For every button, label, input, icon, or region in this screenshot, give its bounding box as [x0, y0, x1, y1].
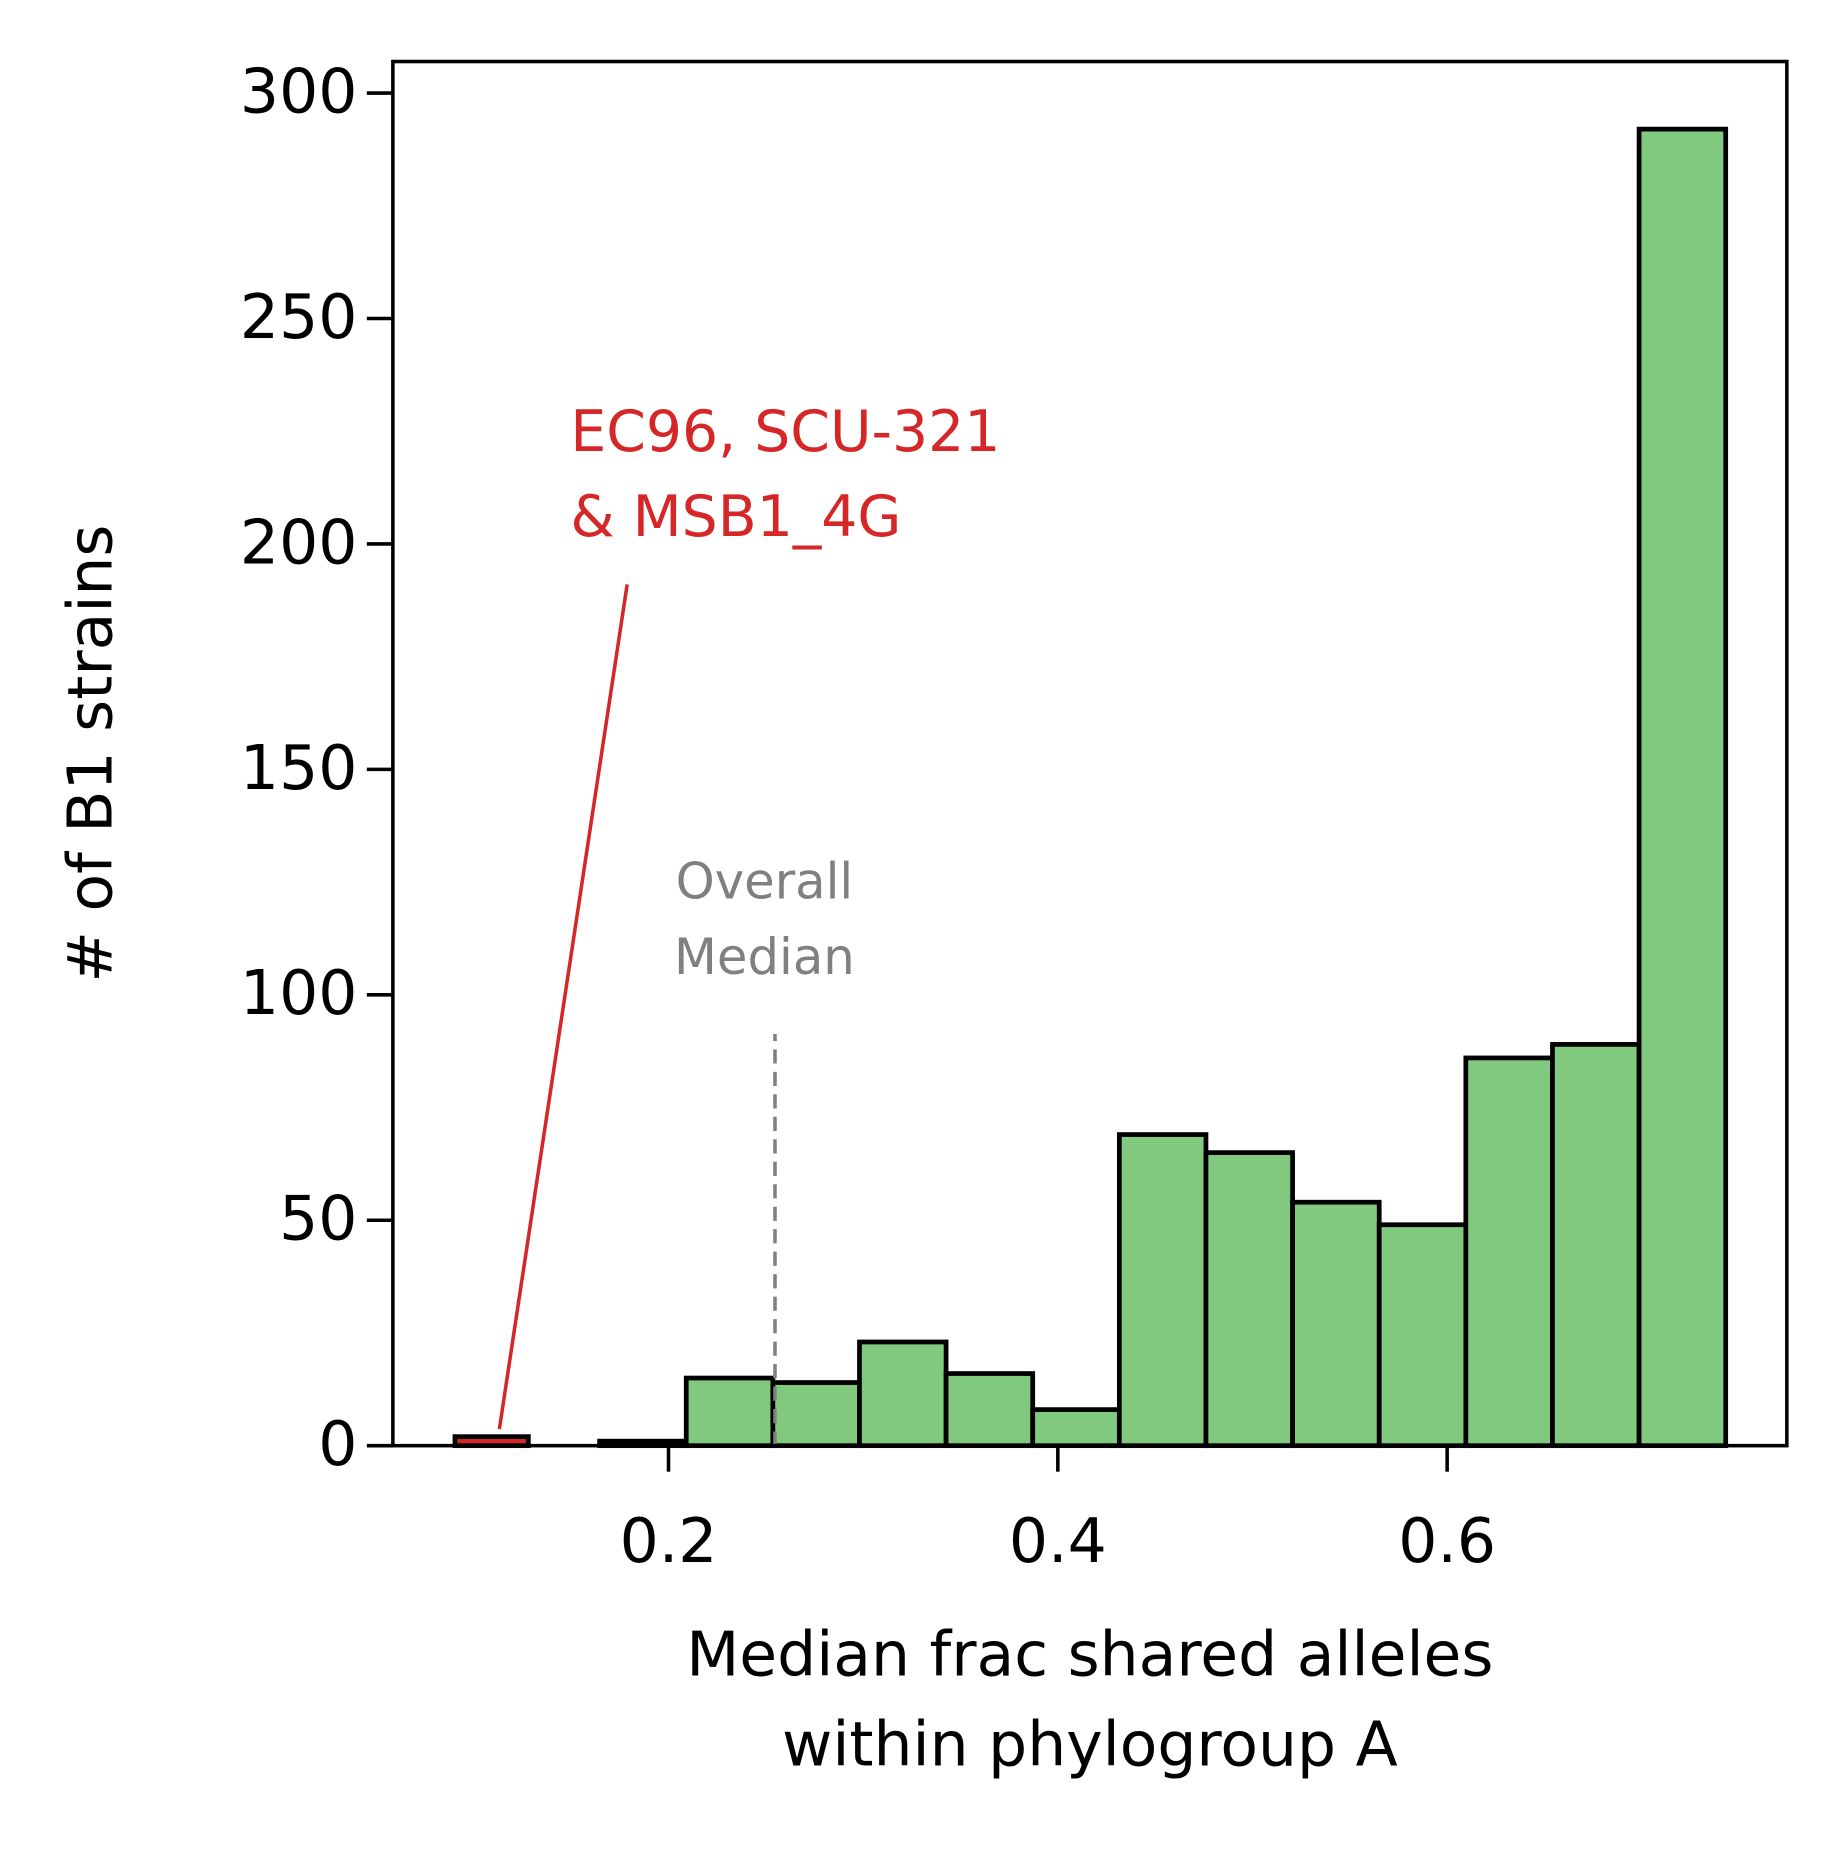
- x-tick-label: 0.4: [1009, 1505, 1107, 1577]
- bar: [770, 1380, 862, 1449]
- axes-frame: [391, 59, 1789, 1448]
- bar: [943, 1371, 1036, 1449]
- y-tick-label: 200: [240, 506, 357, 578]
- bar: [1203, 1150, 1295, 1449]
- annotation-label: & MSB1_4G: [570, 484, 901, 550]
- bar: [1030, 1407, 1122, 1449]
- x-axis-label: Median frac shared alleles: [686, 1619, 1493, 1691]
- annotation-pointer: [497, 584, 629, 1430]
- bar: [857, 1339, 949, 1449]
- bar: [1550, 1042, 1642, 1449]
- bar: [683, 1375, 776, 1449]
- y-axis-label: # of B1 strains: [55, 525, 127, 983]
- bar: [1463, 1055, 1555, 1449]
- bar: [1116, 1132, 1209, 1449]
- y-tick-label: 50: [279, 1183, 357, 1255]
- y-tick-label: 250: [240, 281, 357, 353]
- y-tick-label: 150: [240, 732, 357, 804]
- annotation-label: EC96, SCU-321: [570, 399, 1000, 465]
- bar: [1376, 1222, 1469, 1449]
- y-tick-label: 0: [318, 1408, 357, 1480]
- x-tick-label: 0.6: [1398, 1505, 1496, 1577]
- y-tick-label: 100: [240, 957, 357, 1029]
- x-axis-label: within phylogroup A: [782, 1709, 1398, 1781]
- bar: [1636, 126, 1729, 1449]
- bar: [1290, 1199, 1382, 1449]
- y-tick-label: 300: [240, 56, 357, 128]
- median-label: Median: [674, 928, 855, 986]
- median-label: Overall: [676, 852, 854, 910]
- x-tick-label: 0.2: [620, 1505, 718, 1577]
